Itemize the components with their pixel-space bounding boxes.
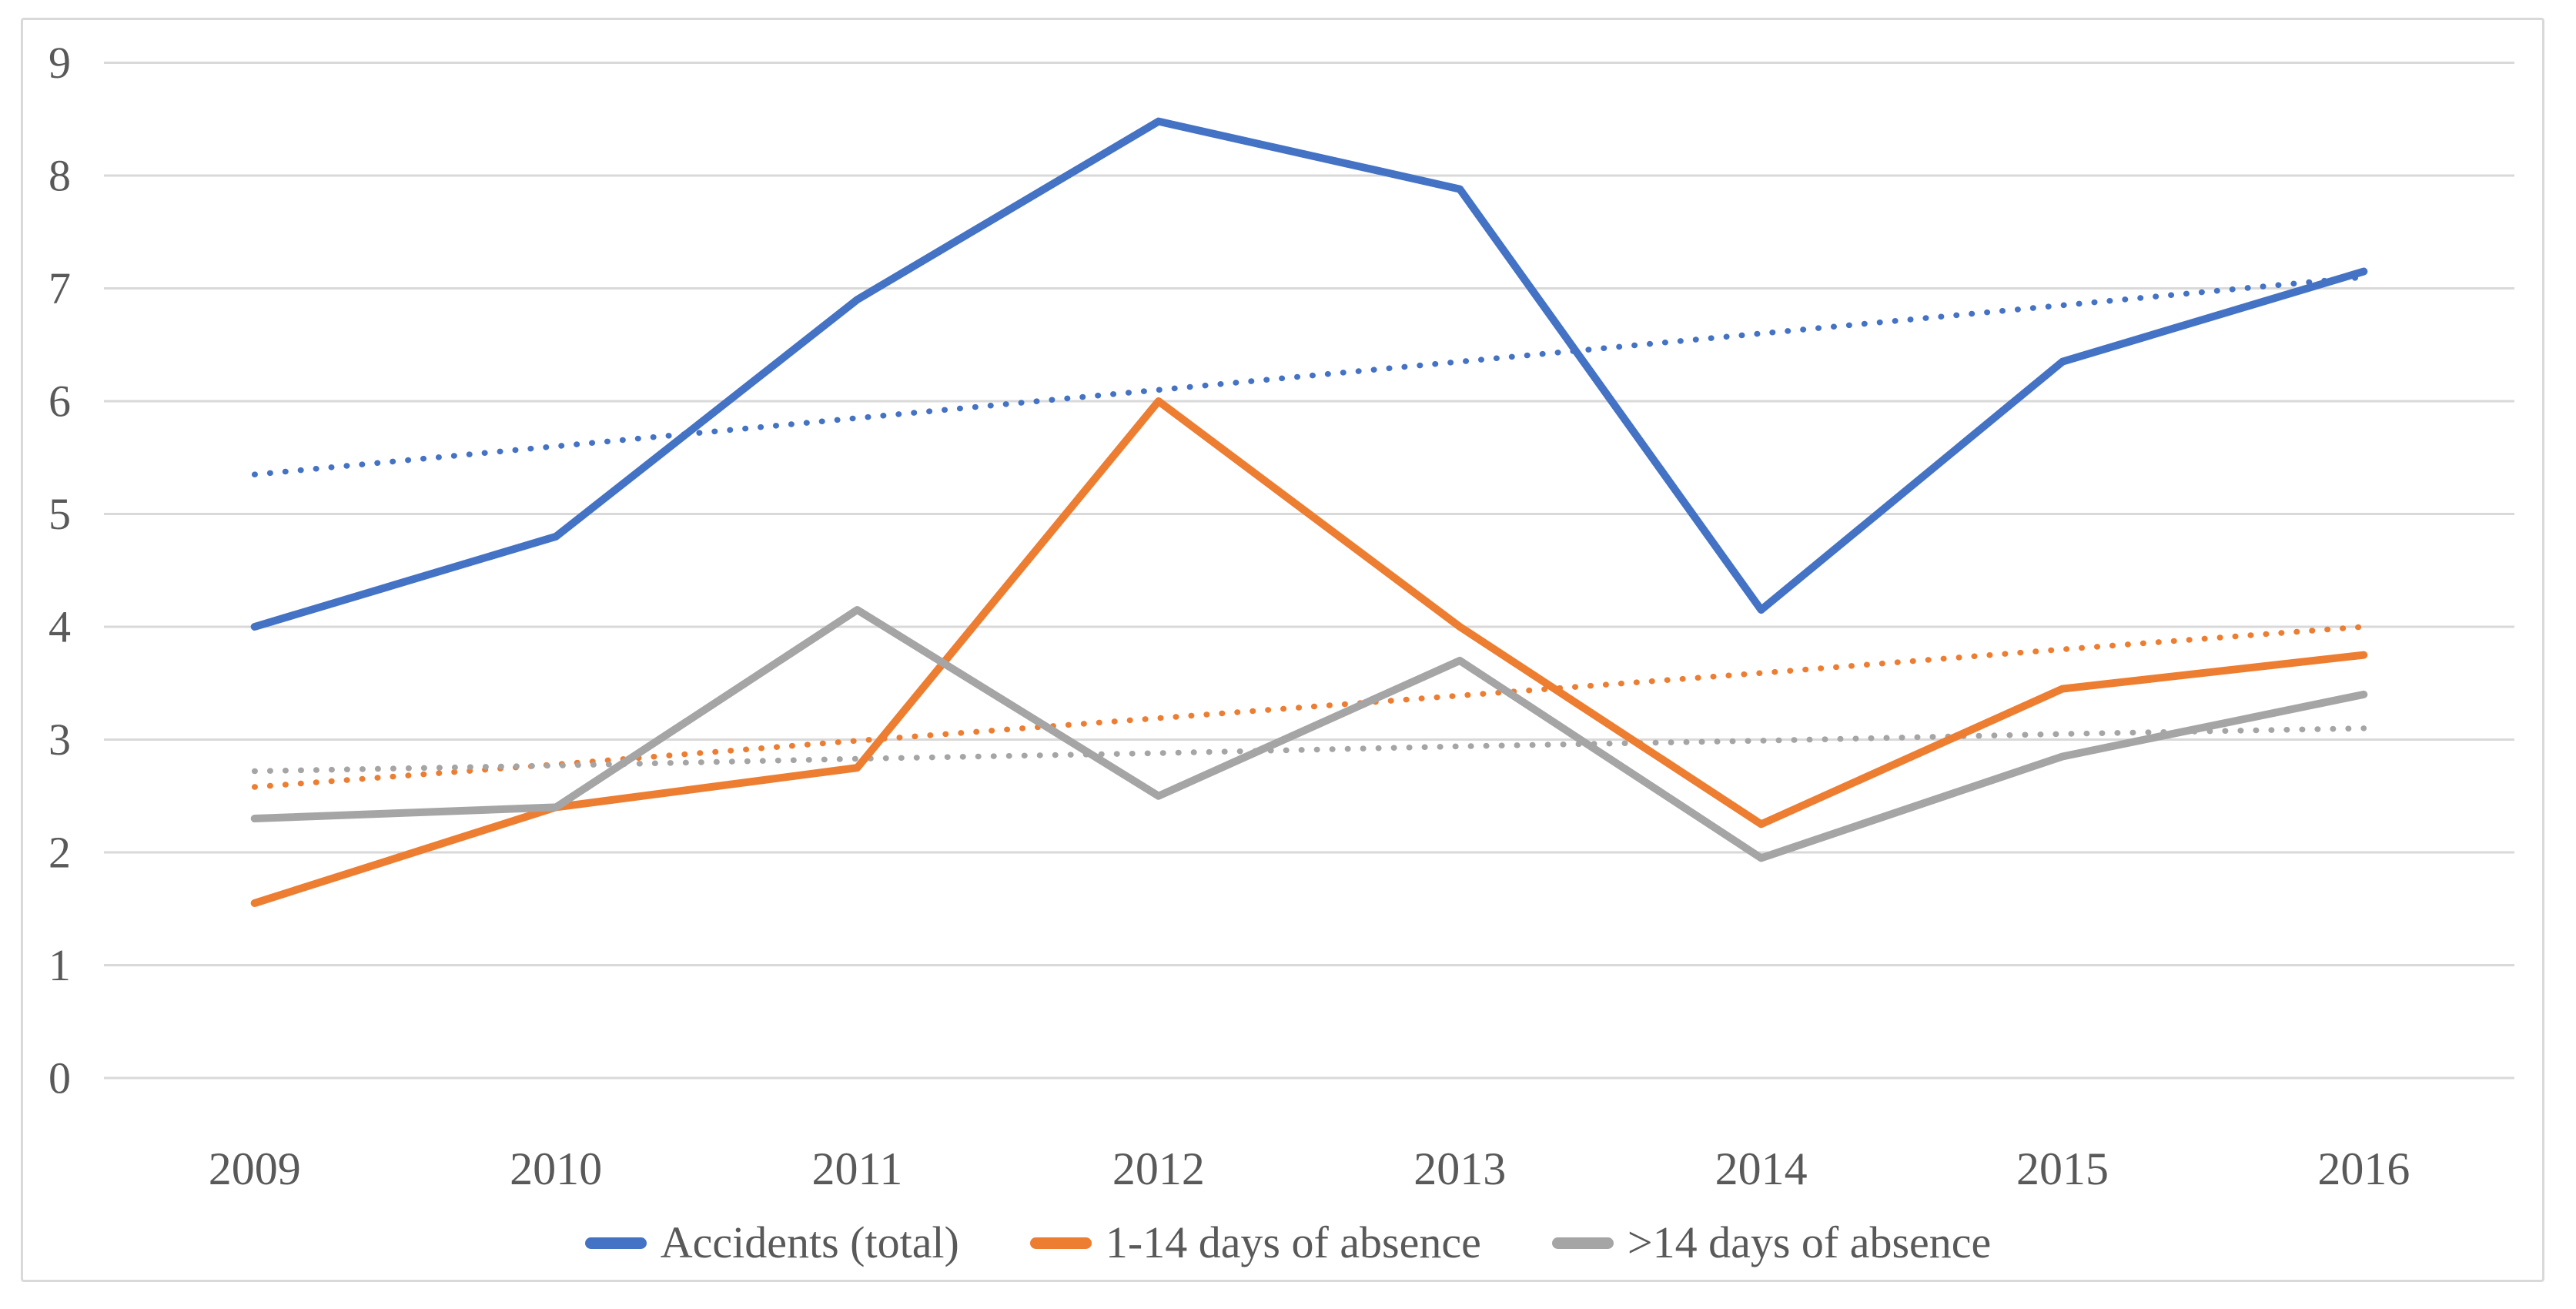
y-axis-tick-label: 3 xyxy=(49,715,71,765)
trendline-linear-trend-accidents-total xyxy=(251,274,2367,477)
trendline-linear-trend-14-days-of-absence xyxy=(251,725,2367,775)
legend-label: Accidents (total) xyxy=(660,1217,959,1267)
x-axis-tick-label: 2010 xyxy=(510,1143,602,1194)
legend-item: >14 days of absence xyxy=(1551,1217,1992,1267)
y-axis-tick-label: 7 xyxy=(49,263,71,313)
legend-item: Accidents (total) xyxy=(584,1217,959,1267)
x-axis-tick-label: 2014 xyxy=(1715,1143,1808,1194)
y-axis-tick-label: 4 xyxy=(49,602,71,652)
y-axis-tick-label: 6 xyxy=(49,377,71,427)
x-axis-tick-label: 2015 xyxy=(2016,1143,2109,1194)
legend-label: >14 days of absence xyxy=(1627,1217,1992,1267)
series-line-1-14-days-of-absence xyxy=(250,397,2368,907)
trendline-linear-trend-1-14-days-of-absence xyxy=(251,624,2367,790)
chart-legend: Accidents (total) 1-14 days of absence >14… xyxy=(0,1207,2576,1278)
y-axis-tick-label: 8 xyxy=(49,151,71,201)
legend-line-marker xyxy=(1551,1237,1614,1249)
y-axis-tick-label: 0 xyxy=(49,1053,71,1103)
legend-line-marker xyxy=(584,1237,647,1249)
legend-label: 1-14 days of absence xyxy=(1105,1217,1481,1267)
y-axis-tick-label: 9 xyxy=(49,38,71,88)
y-axis-tick-label: 1 xyxy=(49,940,71,990)
series-line-14-days-of-absence xyxy=(250,606,2368,862)
series-line-accidents-total xyxy=(250,117,2368,631)
x-axis-tick-label: 2012 xyxy=(1112,1143,1205,1194)
legend-line-marker xyxy=(1029,1237,1092,1249)
x-axis-tick-label: 2011 xyxy=(812,1143,903,1194)
x-axis-tick-label: 2013 xyxy=(1413,1143,1506,1194)
chart-frame-border xyxy=(21,18,2544,1282)
y-axis-tick-label: 2 xyxy=(49,828,71,878)
x-axis-tick-label: 2016 xyxy=(2317,1143,2410,1194)
legend-item: 1-14 days of absence xyxy=(1029,1217,1481,1267)
y-axis-tick-label: 5 xyxy=(49,489,71,539)
x-axis-tick-label: 2009 xyxy=(209,1143,301,1194)
